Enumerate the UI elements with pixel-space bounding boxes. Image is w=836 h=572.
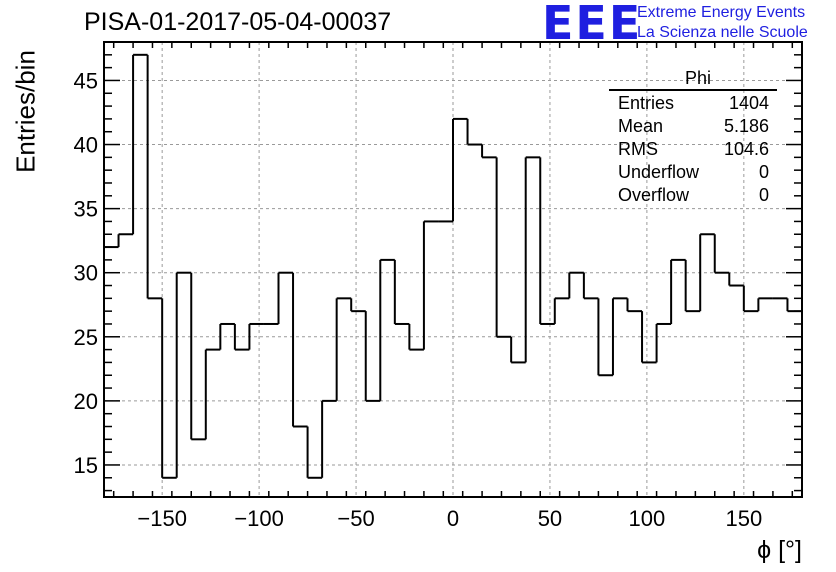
stats-title: Phi [684,68,711,88]
x-tick-label: −150 [137,506,187,531]
stat-row-entries: Entries 1404 [609,93,777,116]
stats-separator [609,89,777,91]
stat-row-rms: RMS 104.6 [609,139,777,162]
stat-label: Entries [618,93,675,113]
stat-label: Underflow [618,162,700,182]
x-tick-label: 0 [447,506,459,531]
x-tick-label: −50 [337,506,374,531]
logo-text-line-2: La Scienza nelle Scuole [637,24,808,41]
stat-row-underflow: Underflow 0 [609,162,777,185]
y-tick-label: 15 [74,453,98,478]
logo-text-line-1: Extreme Energy Events [637,4,806,21]
stat-value: 0 [758,185,769,205]
x-tick-label: 50 [538,506,562,531]
stat-row-overflow: Overflow 0 [609,185,777,208]
x-tick-label: 150 [725,506,762,531]
stat-label: Overflow [618,185,690,205]
chart-title: PISA-01-2017-05-04-00037 [84,8,392,36]
stats-box: Phi Entries 1404 Mean 5.186 RMS 104.6 Un… [609,68,777,208]
y-tick-label: 25 [74,325,98,350]
stat-label: Mean [618,116,664,136]
eee-logo: EEE [542,0,643,50]
plot-frame [103,41,803,498]
x-tick-label: 100 [629,506,666,531]
stat-value: 0 [758,162,769,182]
stat-row-mean: Mean 5.186 [609,116,777,139]
y-tick-label: 35 [74,197,98,222]
stat-value: 1404 [728,93,769,113]
y-axis-label: Entries/bin [10,50,41,173]
stat-label: RMS [618,139,658,159]
y-tick-label: 30 [74,261,98,286]
stat-value: 5.186 [723,116,769,136]
y-tick-label: 40 [74,133,98,158]
stat-value: 104.6 [723,139,769,159]
y-tick-label: 20 [74,389,98,414]
x-tick-label: −100 [234,506,284,531]
x-axis-label: ϕ [°] [757,536,802,564]
y-tick-label: 45 [74,68,98,93]
